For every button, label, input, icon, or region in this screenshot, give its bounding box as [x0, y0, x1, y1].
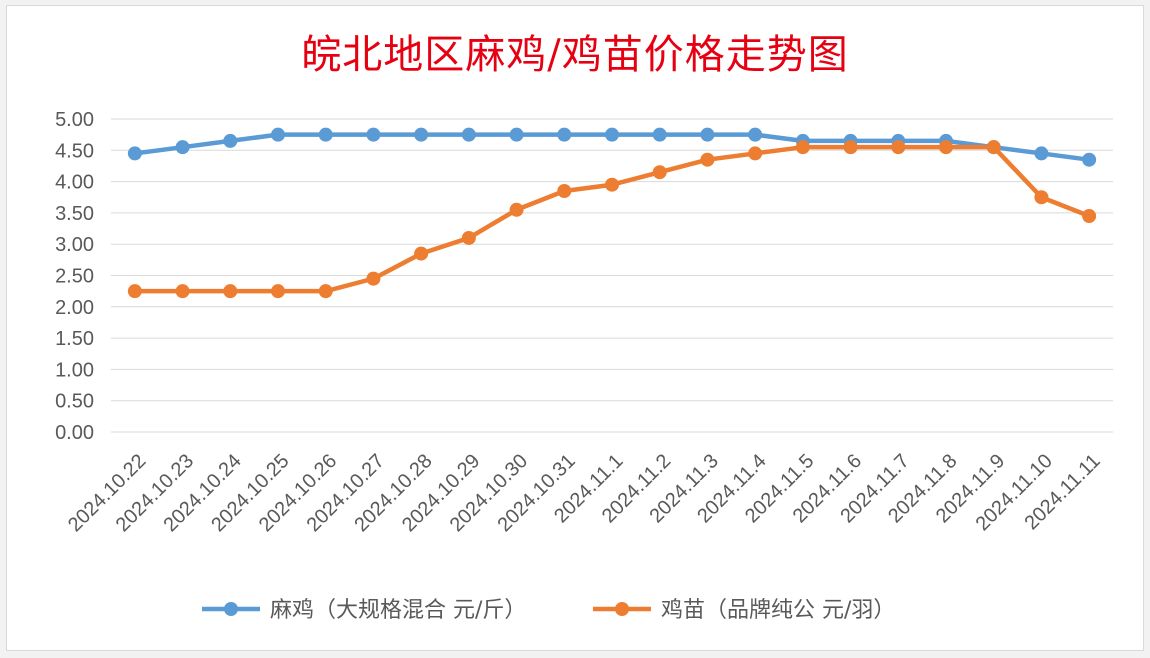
data-point-series-2 [891, 140, 906, 155]
data-point-series-2 [461, 230, 476, 245]
series-line-2 [132, 144, 1092, 294]
data-point-series-1 [127, 146, 142, 161]
y-tick-label: 3.00 [55, 234, 94, 256]
y-tick-label: 3.50 [55, 203, 94, 225]
y-tick-label: 2.50 [55, 266, 94, 288]
data-point-series-2 [175, 284, 190, 299]
data-point-series-2 [843, 140, 858, 155]
data-point-series-1 [223, 133, 238, 148]
data-point-series-2 [605, 177, 619, 192]
chart-frame [6, 5, 1144, 651]
data-point-series-1 [366, 127, 381, 142]
data-point-series-1 [271, 127, 285, 142]
data-point-series-2 [318, 284, 333, 299]
data-point-series-2 [1034, 190, 1049, 205]
data-point-series-1 [461, 127, 476, 142]
data-point-series-1 [557, 127, 572, 142]
data-point-series-2 [271, 284, 285, 299]
legend-label-1: 麻鸡（大规格混合 元/斤） [270, 598, 526, 623]
y-tick-label: 0.50 [55, 391, 94, 413]
data-point-series-2 [795, 140, 810, 155]
data-point-series-2 [366, 271, 381, 286]
y-tick-label: 1.50 [55, 328, 94, 350]
y-tick-label: 4.50 [55, 140, 94, 162]
data-point-series-2 [700, 152, 715, 167]
data-point-series-2 [414, 246, 429, 261]
data-point-series-1 [318, 127, 333, 142]
data-point-series-1 [748, 127, 763, 142]
data-point-series-1 [605, 127, 619, 142]
data-point-series-2 [557, 183, 572, 198]
data-point-series-2 [986, 140, 1001, 155]
data-point-series-2 [127, 284, 142, 299]
chart-title: 皖北地区麻鸡/鸡苗价格走势图 [301, 32, 849, 78]
data-point-series-1 [652, 127, 667, 142]
y-tick-label: 2.00 [55, 297, 94, 319]
legend-marker-1 [224, 602, 238, 616]
y-tick-label: 1.00 [55, 359, 94, 381]
data-point-series-1 [509, 127, 524, 142]
data-point-series-2 [509, 202, 524, 217]
legend-label-2: 鸡苗（品牌纯公 元/羽） [661, 598, 895, 623]
data-point-series-1 [414, 127, 429, 142]
data-point-series-1 [1082, 152, 1097, 167]
data-point-series-2 [939, 140, 953, 155]
y-tick-label: 4.00 [55, 172, 94, 194]
legend-marker-2 [615, 602, 629, 616]
data-point-series-2 [748, 146, 763, 161]
data-point-series-1 [700, 127, 715, 142]
y-tick-label: 5.00 [55, 109, 94, 131]
data-point-series-2 [223, 284, 238, 299]
data-point-series-2 [1082, 209, 1097, 224]
data-point-series-1 [1034, 146, 1049, 161]
data-point-series-2 [652, 165, 667, 180]
y-tick-label: 0.00 [55, 422, 94, 444]
data-point-series-1 [175, 140, 190, 155]
